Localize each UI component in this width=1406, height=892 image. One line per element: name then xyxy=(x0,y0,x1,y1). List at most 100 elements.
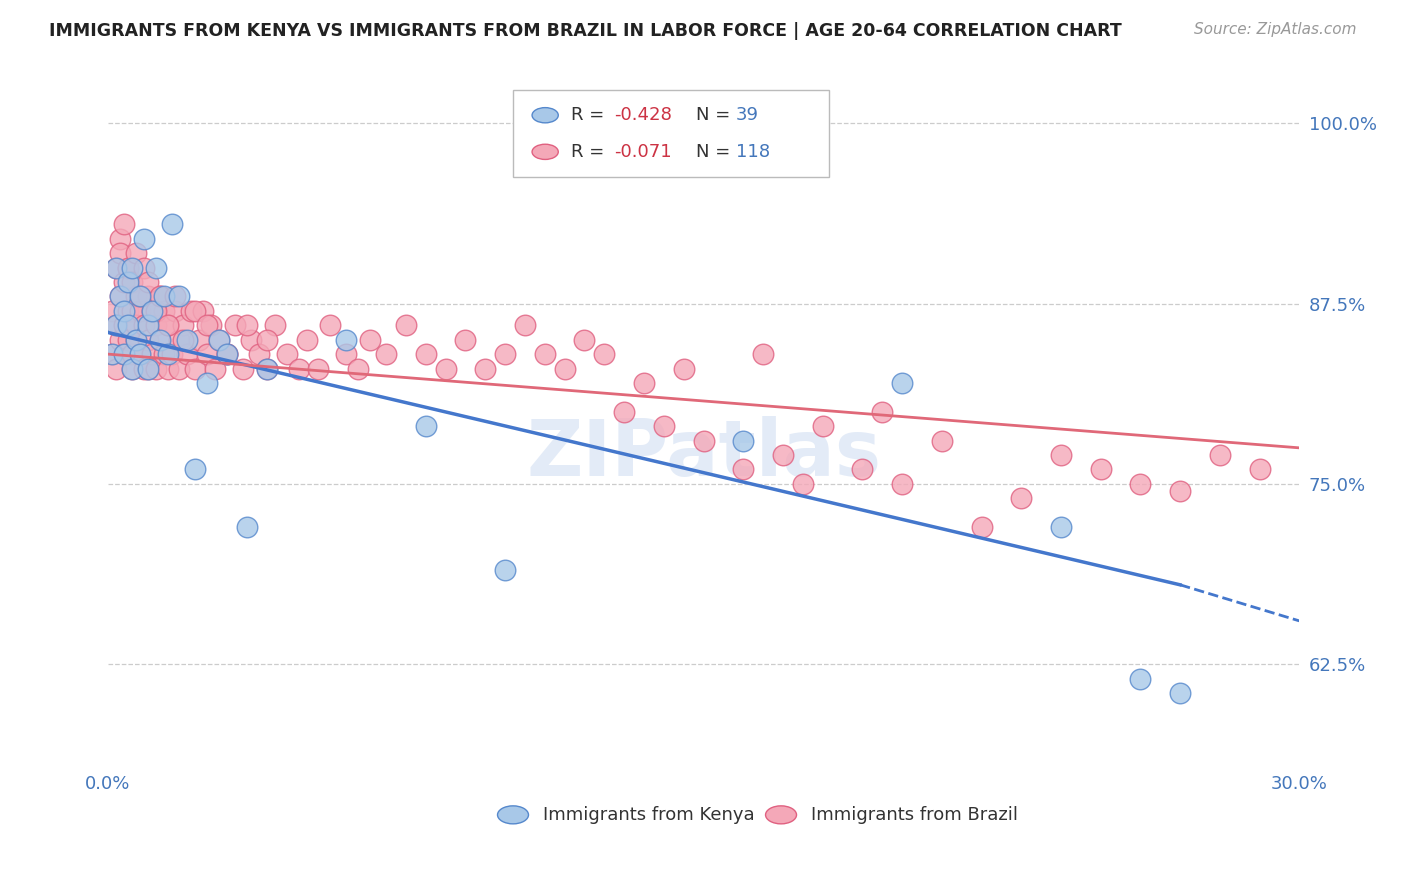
Point xyxy=(108,246,131,260)
Point xyxy=(128,289,150,303)
Point xyxy=(188,333,211,347)
Point xyxy=(112,304,135,318)
Point xyxy=(224,318,246,333)
Point xyxy=(752,347,775,361)
Point xyxy=(236,318,259,333)
Point xyxy=(125,289,148,303)
Point xyxy=(136,289,159,303)
Point xyxy=(132,232,155,246)
Point xyxy=(104,260,127,275)
Point xyxy=(132,361,155,376)
Point xyxy=(872,405,894,419)
Point xyxy=(256,361,278,376)
Point xyxy=(117,275,139,289)
Point xyxy=(335,333,357,347)
Point xyxy=(1050,448,1073,462)
Point xyxy=(125,333,148,347)
Point xyxy=(931,434,953,448)
Point xyxy=(121,275,143,289)
Point xyxy=(256,361,278,376)
Point xyxy=(204,361,226,376)
Point xyxy=(128,304,150,318)
Point xyxy=(232,361,254,376)
Point xyxy=(121,347,143,361)
Point xyxy=(613,145,636,160)
Point xyxy=(132,260,155,275)
Point xyxy=(101,304,124,318)
Text: N =: N = xyxy=(696,143,737,161)
Point xyxy=(195,376,218,390)
Point xyxy=(156,361,179,376)
Point xyxy=(193,304,215,318)
Point xyxy=(374,347,396,361)
Point xyxy=(287,361,309,376)
Point xyxy=(733,462,755,476)
Point xyxy=(217,347,239,361)
Point xyxy=(108,333,131,347)
Point xyxy=(1168,686,1191,700)
Point xyxy=(112,318,135,333)
Point xyxy=(217,347,239,361)
Point xyxy=(149,333,172,347)
Point xyxy=(208,333,231,347)
Text: -0.428: -0.428 xyxy=(614,106,672,124)
Point xyxy=(160,347,183,361)
Point xyxy=(613,405,636,419)
Point xyxy=(117,318,139,333)
Point xyxy=(145,260,167,275)
Point xyxy=(454,333,477,347)
Point xyxy=(117,304,139,318)
Point xyxy=(125,318,148,333)
Point xyxy=(1010,491,1032,506)
Point xyxy=(217,347,239,361)
Point xyxy=(121,304,143,318)
Point xyxy=(104,318,127,333)
Point xyxy=(128,289,150,303)
Point xyxy=(156,318,179,333)
Point xyxy=(574,333,596,347)
Point xyxy=(633,376,655,390)
Point xyxy=(184,361,207,376)
Point xyxy=(104,361,127,376)
Point xyxy=(121,260,143,275)
Point xyxy=(184,304,207,318)
Text: -0.071: -0.071 xyxy=(614,143,672,161)
Circle shape xyxy=(531,145,558,160)
Point xyxy=(145,304,167,318)
Point xyxy=(891,476,914,491)
Point xyxy=(335,347,357,361)
Point xyxy=(156,347,179,361)
Point xyxy=(256,333,278,347)
Circle shape xyxy=(498,805,529,824)
Point xyxy=(117,260,139,275)
Point xyxy=(152,289,174,303)
Point xyxy=(165,289,187,303)
Point xyxy=(672,361,695,376)
Circle shape xyxy=(531,108,558,123)
Point xyxy=(970,520,993,534)
Point xyxy=(172,318,194,333)
Point xyxy=(239,333,262,347)
Point xyxy=(200,318,222,333)
Point xyxy=(136,333,159,347)
Text: R =: R = xyxy=(571,143,610,161)
Text: Immigrants from Kenya: Immigrants from Kenya xyxy=(543,805,755,824)
Point xyxy=(554,361,576,376)
Point xyxy=(108,289,131,303)
Point xyxy=(295,333,318,347)
Point xyxy=(104,260,127,275)
Point xyxy=(792,476,814,491)
Point xyxy=(101,347,124,361)
Point xyxy=(152,304,174,318)
Point xyxy=(494,347,516,361)
Point xyxy=(195,318,218,333)
Point xyxy=(125,246,148,260)
Point xyxy=(772,448,794,462)
Point xyxy=(891,376,914,390)
Point xyxy=(247,347,270,361)
Point xyxy=(184,462,207,476)
Point xyxy=(236,520,259,534)
Point xyxy=(1050,520,1073,534)
Point xyxy=(149,333,172,347)
Point xyxy=(415,419,437,434)
